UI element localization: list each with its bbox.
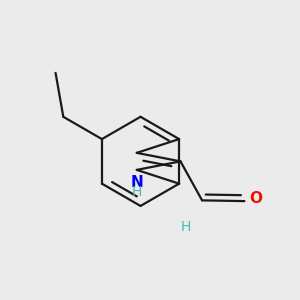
Text: N: N: [130, 175, 143, 190]
Text: H: H: [181, 220, 191, 234]
Text: H: H: [131, 185, 142, 199]
Text: O: O: [249, 191, 262, 206]
